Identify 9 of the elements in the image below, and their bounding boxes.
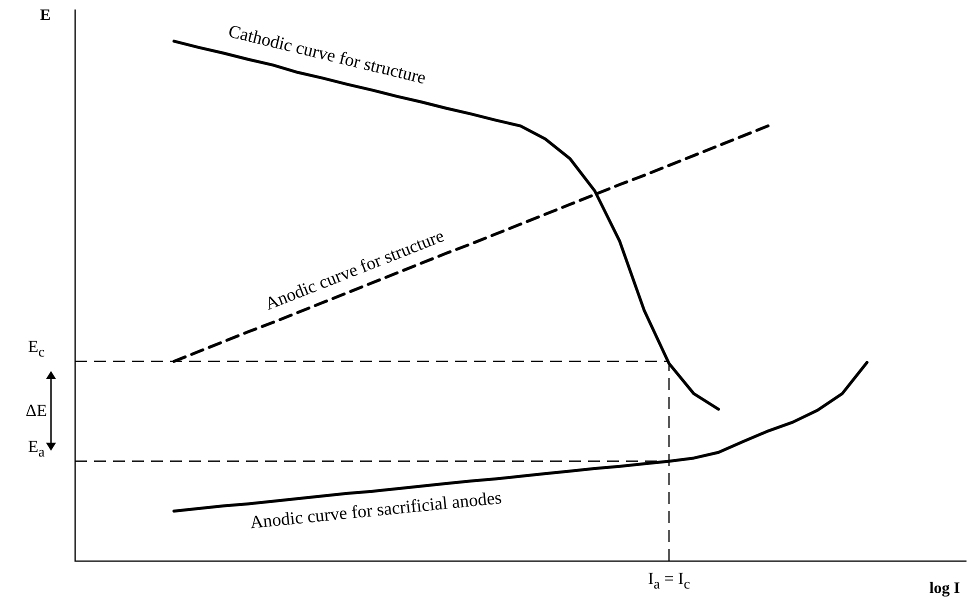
text: Anodic curve for structure	[262, 225, 447, 314]
text: Cathodic curve for structure	[226, 20, 428, 88]
x-axis-title: log I	[929, 580, 960, 597]
ref-line-label: E$_{a}$	[28, 437, 45, 461]
text: ΔE	[26, 400, 48, 420]
ref-line-label: E$_{c}$	[28, 337, 45, 361]
text: I$_{a}$ = I$_{c}$	[648, 569, 690, 592]
y-axis-title: E	[40, 7, 51, 24]
text: Anodic curve for sacrificial anodes	[249, 487, 503, 532]
